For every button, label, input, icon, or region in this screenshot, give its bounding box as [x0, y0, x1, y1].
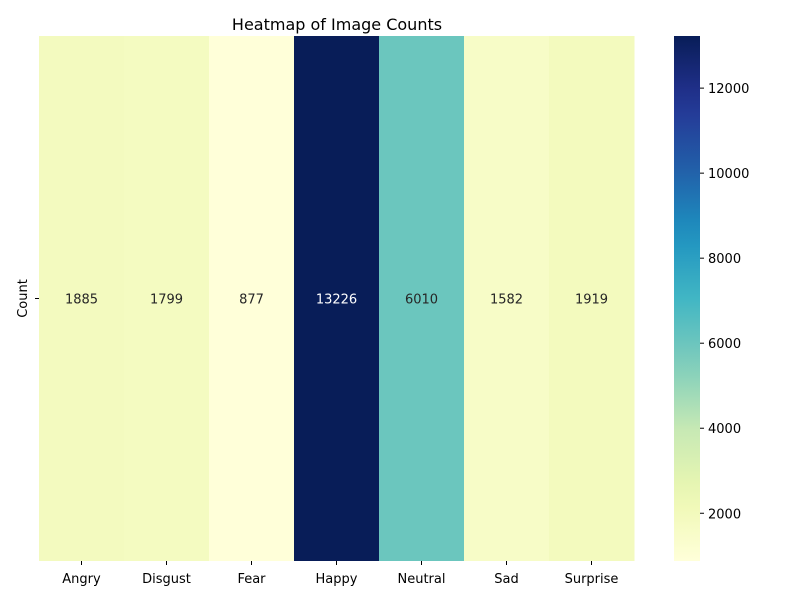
- cell-value-label: 877: [239, 293, 264, 308]
- colorbar-gradient: [674, 36, 700, 561]
- chart-title: Heatmap of Image Counts: [232, 15, 442, 34]
- heatmap-cell-fear: [209, 36, 295, 561]
- heatmap-cell-happy: [294, 36, 380, 561]
- x-axis: Angry Disgust Fear Happy Neutral Sad Surprise: [62, 561, 618, 587]
- x-tick-label: Angry: [62, 572, 101, 587]
- heatmap-cells: 1885 1799 877 13226 6010 1582 1919: [39, 36, 635, 561]
- colorbar-tick-label: 2000: [708, 507, 741, 522]
- heatmap-cell-surprise: [549, 36, 635, 561]
- x-tick-label: Happy: [316, 572, 358, 587]
- x-tick-label: Neutral: [398, 572, 446, 587]
- heatmap-cell-neutral: [379, 36, 465, 561]
- colorbar: 2000 4000 6000 8000 10000 12000: [674, 36, 749, 561]
- heatmap-cell-sad: [464, 36, 550, 561]
- heatmap-cell-disgust: [124, 36, 210, 561]
- colorbar-tick-label: 8000: [708, 252, 741, 267]
- x-tick-label: Sad: [494, 572, 518, 587]
- cell-value-label: 6010: [405, 293, 438, 308]
- cell-value-label: 13226: [316, 293, 357, 308]
- x-tick-label: Fear: [237, 572, 266, 587]
- y-axis: Count: [16, 279, 39, 318]
- cell-value-label: 1919: [575, 293, 608, 308]
- colorbar-tick-label: 10000: [708, 167, 749, 182]
- x-tick-label: Disgust: [142, 572, 191, 587]
- y-tick-label: Count: [16, 279, 31, 318]
- x-tick-label: Surprise: [565, 572, 619, 587]
- colorbar-tick-label: 12000: [708, 82, 749, 97]
- cell-value-label: 1799: [150, 293, 183, 308]
- colorbar-tick-label: 6000: [708, 337, 741, 352]
- heatmap-cell-angry: [39, 36, 125, 561]
- cell-value-label: 1885: [65, 293, 98, 308]
- cell-value-label: 1582: [490, 293, 523, 308]
- colorbar-tick-label: 4000: [708, 422, 741, 437]
